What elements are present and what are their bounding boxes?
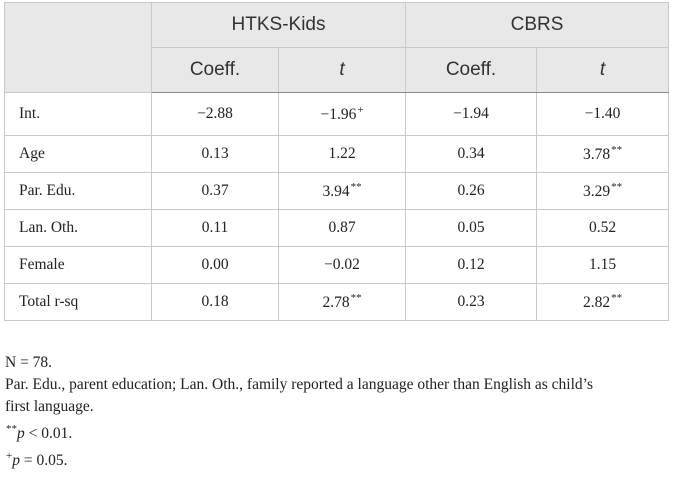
table-cell: 3.78**	[535, 135, 670, 173]
cell-value: 3.94	[322, 183, 350, 200]
abbreviation-note-line1: Par. Edu., parent education; Lan. Oth., …	[5, 376, 593, 393]
table-cell: 0.87	[278, 209, 406, 247]
table-cell: 0.34	[405, 135, 537, 173]
cell-value: 0.18	[201, 293, 229, 310]
cell-value: 0.34	[457, 145, 485, 162]
table-notes: N = 78. Par. Edu., parent education; Lan…	[5, 352, 669, 472]
cell-value: 0.52	[588, 219, 617, 236]
significance-note-1: **p < 0.01.	[5, 418, 669, 445]
cell-value: 0.23	[457, 293, 485, 310]
subheader-t: t	[535, 47, 670, 93]
table-row: Par. Edu. 0.37 3.94** 0.26 3.29**	[4, 172, 670, 210]
cell-value: −1.96	[320, 106, 357, 123]
sig-mark: **	[6, 423, 17, 435]
table-cell: 0.05	[405, 209, 537, 247]
table-cell: −0.02	[278, 246, 406, 284]
table-cell: 0.11	[151, 209, 279, 247]
row-label: Total r-sq	[4, 283, 152, 321]
table-cell: −2.88	[151, 92, 279, 136]
cell-value: 0.00	[201, 256, 229, 273]
significance-mark: **	[611, 144, 623, 156]
group-header-cbrs: CBRS	[404, 2, 670, 48]
table-cell: 0.18	[151, 283, 279, 321]
cell-value: −0.02	[324, 256, 360, 273]
table-cell: 3.94**	[278, 172, 406, 210]
row-label: Lan. Oth.	[4, 209, 152, 247]
cell-value: −2.88	[197, 105, 233, 122]
cell-value: 1.22	[328, 145, 356, 162]
sig-mark: +	[6, 450, 13, 462]
table-cell: 3.29**	[535, 172, 670, 210]
significance-mark: **	[350, 292, 362, 304]
row-label: Par. Edu.	[4, 172, 152, 210]
cell-value: 1.15	[588, 256, 617, 273]
table-cell: −1.96+	[278, 92, 406, 136]
cell-value: 3.78	[582, 146, 611, 163]
cell-value: −1.94	[453, 105, 489, 122]
cell-value: 0.13	[201, 145, 229, 162]
significance-mark: **	[611, 292, 623, 304]
abbreviation-note-line2: first language.	[5, 398, 94, 415]
cell-value: −1.40	[584, 105, 621, 122]
p-symbol: p	[12, 452, 20, 469]
cell-value: 2.82	[582, 294, 611, 311]
table-row: Age 0.13 1.22 0.34 3.78**	[4, 135, 670, 173]
sample-size-note: N = 78.	[5, 354, 53, 371]
row-label: Female	[4, 246, 152, 284]
table-cell: 2.82**	[535, 283, 670, 321]
sig-threshold: = 0.05.	[19, 452, 68, 469]
subheader-coeff: Coeff.	[151, 47, 279, 93]
cell-value: 2.78	[322, 294, 350, 311]
row-label: Int.	[4, 92, 152, 136]
table-cell: 1.22	[278, 135, 406, 173]
table-cell: 0.23	[405, 283, 537, 321]
table-row: Lan. Oth. 0.11 0.87 0.05 0.52	[4, 209, 670, 247]
row-label: Age	[4, 135, 152, 173]
table-cell: −1.40	[535, 92, 670, 136]
subheader-t: t	[278, 47, 406, 93]
sig-threshold: < 0.01.	[24, 425, 73, 442]
cell-value: 0.12	[457, 256, 485, 273]
subheader-coeff: Coeff.	[405, 47, 537, 93]
table-cell: 0.12	[405, 246, 537, 284]
table-cell: 0.13	[151, 135, 279, 173]
cell-value: 0.37	[201, 182, 229, 199]
table-cell: 0.37	[151, 172, 279, 210]
table-row: Total r-sq 0.18 2.78** 0.23 2.82**	[4, 283, 670, 321]
cell-value: 0.87	[328, 219, 356, 236]
corner-header	[4, 2, 152, 93]
cell-value: 0.05	[457, 219, 485, 236]
significance-mark: **	[350, 181, 362, 193]
cell-value: 0.26	[457, 182, 485, 199]
table-cell: −1.94	[405, 92, 537, 136]
significance-mark: +	[357, 104, 364, 116]
table-cell: 0.00	[151, 246, 279, 284]
table-cell: 0.26	[405, 172, 537, 210]
regression-table: HTKS-Kids CBRS Coeff. t Coeff. t Int. −2.…	[4, 2, 670, 321]
cell-value: 0.11	[201, 219, 229, 236]
significance-note-2: +p = 0.05.	[5, 445, 669, 472]
significance-mark: **	[611, 181, 623, 193]
cell-value: 3.29	[582, 183, 611, 200]
table-cell: 2.78**	[278, 283, 406, 321]
p-symbol: p	[17, 425, 25, 442]
table-row: Female 0.00 −0.02 0.12 1.15	[4, 246, 670, 284]
table-cell: 1.15	[535, 246, 670, 284]
table-row: Int. −2.88 −1.96+ −1.94 −1.40	[4, 92, 670, 136]
group-header-htks: HTKS-Kids	[151, 2, 406, 48]
table-cell: 0.52	[535, 209, 670, 247]
